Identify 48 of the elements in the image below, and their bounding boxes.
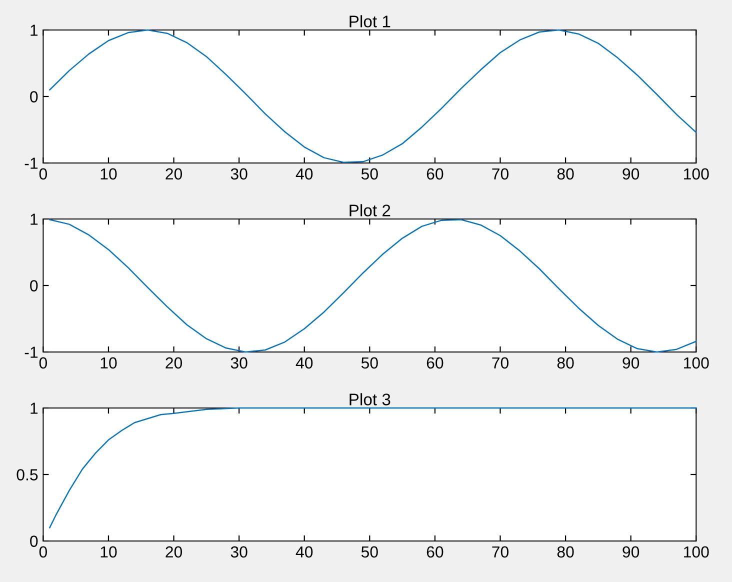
y-tick-label: 1 [30,402,38,414]
x-tick-label: 50 [361,357,378,369]
chart-title: Plot 3 [350,393,390,406]
x-tick-label: 50 [361,546,378,558]
x-tick-label: 100 [684,357,709,369]
x-tick-label: 10 [100,357,117,369]
y-tick-label: 0 [30,91,38,102]
x-tick-label: 70 [492,546,509,558]
x-tick-label: 0 [39,168,48,180]
line-series [49,219,697,353]
x-tick-label: 40 [296,168,313,180]
x-tick-label: 10 [100,546,117,558]
x-tick-label: 90 [622,168,640,180]
x-tick-label: 90 [622,357,640,369]
y-tick-label: -1 [24,346,38,358]
line-series [49,29,697,163]
x-tick-label: 20 [166,357,182,369]
y-tick-label: 1 [30,214,38,225]
x-tick-label: 90 [622,546,640,558]
x-tick-label: 50 [361,168,378,180]
x-tick-label: 40 [296,546,313,558]
chart-title: Plot 2 [350,204,390,216]
y-tick-label: 0.5 [16,469,38,480]
x-tick-label: 0 [39,546,48,558]
x-tick-label: 40 [296,357,313,369]
x-tick-label: 100 [684,546,709,558]
y-tick-label: -1 [24,158,38,169]
x-tick-label: 80 [557,546,574,558]
line-series [49,407,697,528]
x-tick-label: 10 [100,168,117,180]
x-tick-label: 80 [557,357,574,369]
x-tick-label: 80 [557,168,574,180]
x-tick-label: 30 [230,168,248,180]
x-tick-label: 20 [166,168,182,180]
x-tick-label: 60 [426,546,444,558]
x-tick-label: 70 [492,357,509,369]
x-tick-label: 70 [492,168,509,180]
y-tick-label: 0 [30,536,38,547]
chart-title: Plot 1 [350,15,390,28]
y-tick-label: 1 [30,24,38,36]
y-tick-label: 0 [30,280,38,292]
x-tick-label: 60 [426,168,444,180]
x-tick-label: 30 [230,357,248,369]
x-tick-label: 100 [684,168,709,180]
x-tick-label: 30 [230,546,248,558]
x-tick-label: 60 [426,357,444,369]
x-tick-label: 0 [39,357,48,369]
x-tick-label: 20 [166,546,182,558]
